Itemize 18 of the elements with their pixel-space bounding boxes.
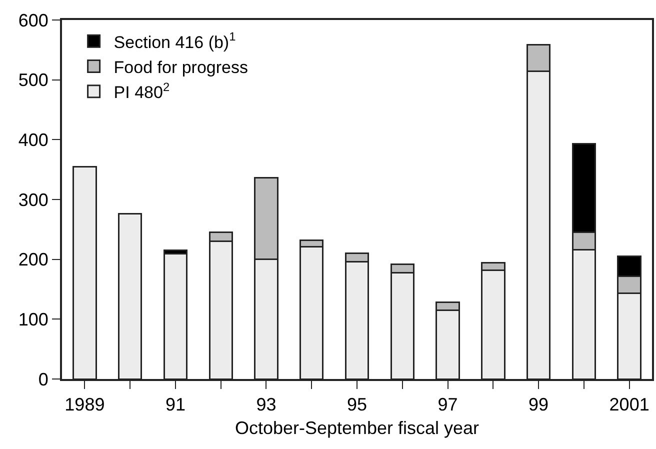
y-tick-label: 0: [38, 369, 48, 390]
y-tick-label: 500: [18, 70, 48, 90]
x-tick-label: 1989: [64, 394, 105, 415]
legend-label: Section 416 (b)$^{1}$: [114, 30, 236, 52]
x-tick-label: 95: [346, 394, 368, 415]
y-tick-label: 100: [18, 309, 48, 330]
y-tick-label: 600: [18, 10, 48, 30]
y-tick-label: 300: [18, 190, 48, 210]
x-tick-label: 93: [256, 394, 276, 415]
legend-label: Food for progress: [114, 58, 248, 77]
x-tick-label: 91: [165, 394, 186, 415]
x-tick-label: 97: [438, 394, 458, 415]
x-axis-title: October-September fiscal year: [234, 418, 480, 438]
x-tick-label: 99: [528, 394, 549, 415]
y-tick-label: 400: [18, 130, 48, 150]
x-tick-label: 2001: [609, 394, 650, 415]
legend-label: PI 480$^{2}$: [114, 80, 170, 102]
y-tick-label: 200: [18, 250, 48, 270]
